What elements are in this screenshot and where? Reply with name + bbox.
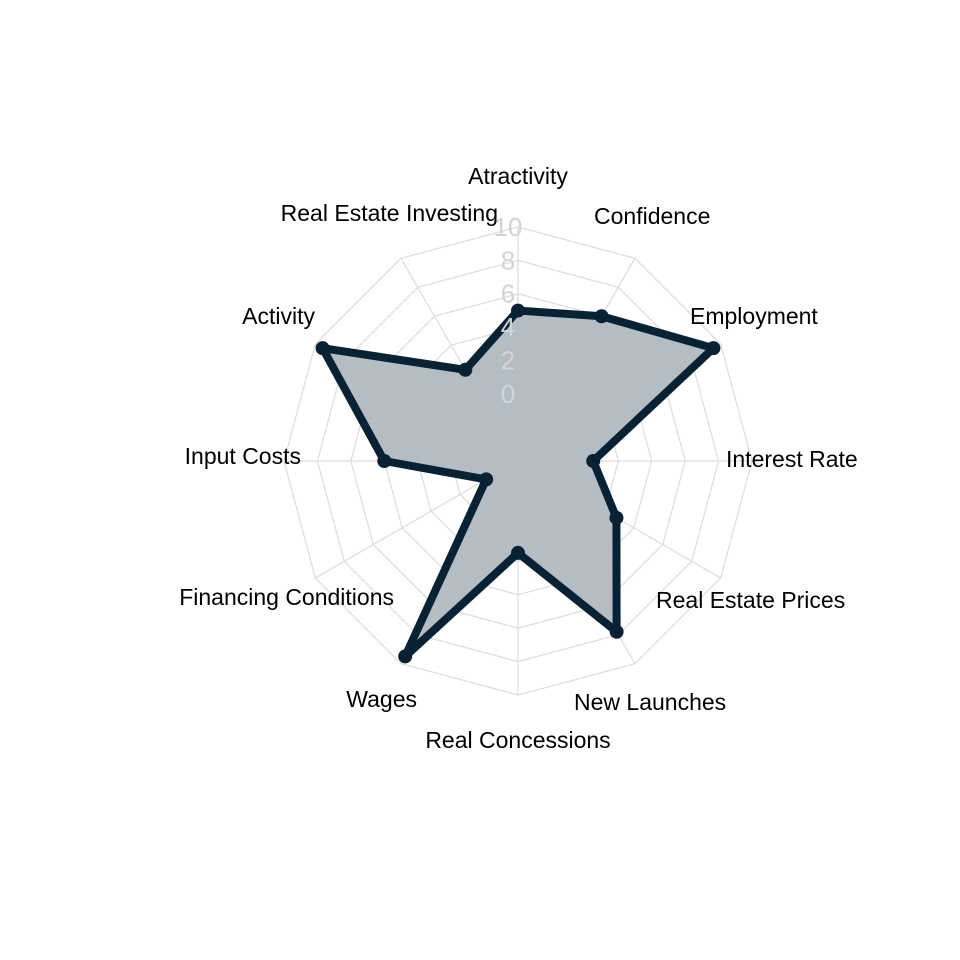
axis-label: Financing Conditions bbox=[179, 584, 394, 610]
data-point-7 bbox=[511, 545, 525, 560]
tick-label: 8 bbox=[501, 245, 515, 275]
data-points bbox=[315, 303, 721, 664]
data-point-8 bbox=[398, 649, 413, 664]
axis-label: Real Concessions bbox=[425, 727, 610, 753]
axis-label: Atractivity bbox=[468, 163, 568, 189]
tick-label: 6 bbox=[501, 279, 515, 309]
axis-labels: Atractivity Confidence Employment Interest … bbox=[179, 163, 857, 753]
axis-label: Employment bbox=[690, 303, 818, 329]
axis-label: Interest Rate bbox=[726, 446, 858, 472]
axis-label: Real Estate Investing bbox=[281, 200, 498, 226]
data-point-10 bbox=[377, 454, 392, 468]
grid-spoke bbox=[315, 477, 490, 579]
axis-label: Input Costs bbox=[185, 443, 301, 469]
data-point-12 bbox=[458, 362, 473, 377]
tick-label: 2 bbox=[501, 346, 515, 376]
data-point-4 bbox=[586, 454, 601, 468]
data-point-5 bbox=[609, 510, 624, 525]
tick-label: 4 bbox=[501, 312, 515, 342]
data-point-1 bbox=[511, 303, 525, 318]
axis-label: Activity bbox=[242, 303, 315, 329]
axis-label: New Launches bbox=[574, 689, 726, 715]
data-point-9 bbox=[479, 472, 494, 487]
data-point-2 bbox=[594, 309, 609, 324]
tick-label: 0 bbox=[501, 379, 515, 409]
axis-label: Real Estate Prices bbox=[656, 587, 845, 613]
data-point-3 bbox=[706, 341, 721, 356]
data-point-11 bbox=[315, 341, 330, 356]
axis-label: Confidence bbox=[594, 203, 710, 229]
tick-label: 10 bbox=[494, 212, 523, 242]
axis-label: Wages bbox=[346, 686, 417, 712]
radial-tick-labels: 02 46 810 bbox=[494, 212, 523, 409]
data-point-6 bbox=[609, 624, 624, 639]
